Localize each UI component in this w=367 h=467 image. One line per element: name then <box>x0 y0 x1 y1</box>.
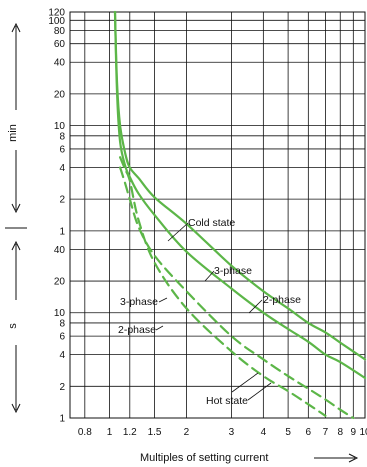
series-cold-state-2-phase <box>113 10 367 361</box>
label-2-phase-dashed: 2-phase <box>118 324 156 336</box>
y-tick-label: 1 <box>59 226 65 237</box>
label-cold-state: Cold state <box>188 217 235 229</box>
y-tick-label: 20 <box>54 277 66 288</box>
y-tick-label: 4 <box>59 350 65 361</box>
arrow-up-s-head <box>11 240 21 251</box>
x-tick-label: 2 <box>184 427 190 438</box>
x-tick-label: 0.8 <box>78 427 92 438</box>
y-tick-label: 6 <box>59 144 65 155</box>
x-tick-label: 8 <box>337 427 343 438</box>
y-tick-label: 8 <box>59 131 65 142</box>
y-tick-label: 4 <box>59 163 65 174</box>
y-tick-label: 10 <box>54 121 66 132</box>
arrow-right-x-head <box>348 453 359 463</box>
y-tick-label: 40 <box>54 58 66 69</box>
y-tick-label: 2 <box>59 382 65 393</box>
y-axis-unit-min: min <box>7 124 19 142</box>
label-3-phase-solid: 3-phase <box>214 265 252 277</box>
arrow-down-min-head <box>11 203 21 214</box>
x-tick-label: 1.5 <box>148 427 162 438</box>
y-tick-label: 80 <box>54 26 66 37</box>
x-tick-label: 9 <box>351 427 357 438</box>
y-tick-label: 20 <box>54 89 66 100</box>
x-axis-label: Multiples of setting current <box>140 452 268 464</box>
y-tick-label: 40 <box>54 245 66 256</box>
label-hot-state: Hot state <box>206 395 248 407</box>
x-tick-label: 1.2 <box>123 427 137 438</box>
y-tick-label: 1 <box>59 414 65 425</box>
x-tick-label: 7 <box>323 427 329 438</box>
label-2-phase-solid: 2-phase <box>263 294 301 306</box>
x-tick-label: 6 <box>306 427 312 438</box>
x-tick-label: 4 <box>261 427 267 438</box>
y-tick-label: 2 <box>59 195 65 206</box>
y-tick-label: 6 <box>59 332 65 343</box>
y-tick-label: 120 <box>48 8 65 19</box>
curves <box>113 10 367 420</box>
arrow-up-min-head <box>11 22 21 33</box>
label-3-phase-dashed: 3-phase <box>120 296 158 308</box>
label-leaders <box>155 222 272 401</box>
y-tick-label: 60 <box>54 39 66 50</box>
grid <box>69 11 366 419</box>
y-tick-label: 10 <box>54 308 66 319</box>
axis-arrows <box>5 22 359 463</box>
y-tick-label: 8 <box>59 318 65 329</box>
series-hot-state-3-phase <box>119 166 355 420</box>
series-hot-state-2-phase <box>119 156 327 417</box>
x-tick-label: 3 <box>229 427 235 438</box>
x-tick-label: 10 <box>359 427 367 438</box>
plot-frame <box>69 11 366 419</box>
arrow-down-s-head <box>11 403 21 414</box>
labels: 0.811.21.5234567891012010080604020108642… <box>48 8 367 439</box>
y-axis-unit-s: s <box>7 323 19 329</box>
x-tick-label: 5 <box>285 427 291 438</box>
x-tick-label: 1 <box>107 427 113 438</box>
series-cold-state-3-phase <box>113 10 367 380</box>
y-tick-label: 100 <box>48 16 65 27</box>
